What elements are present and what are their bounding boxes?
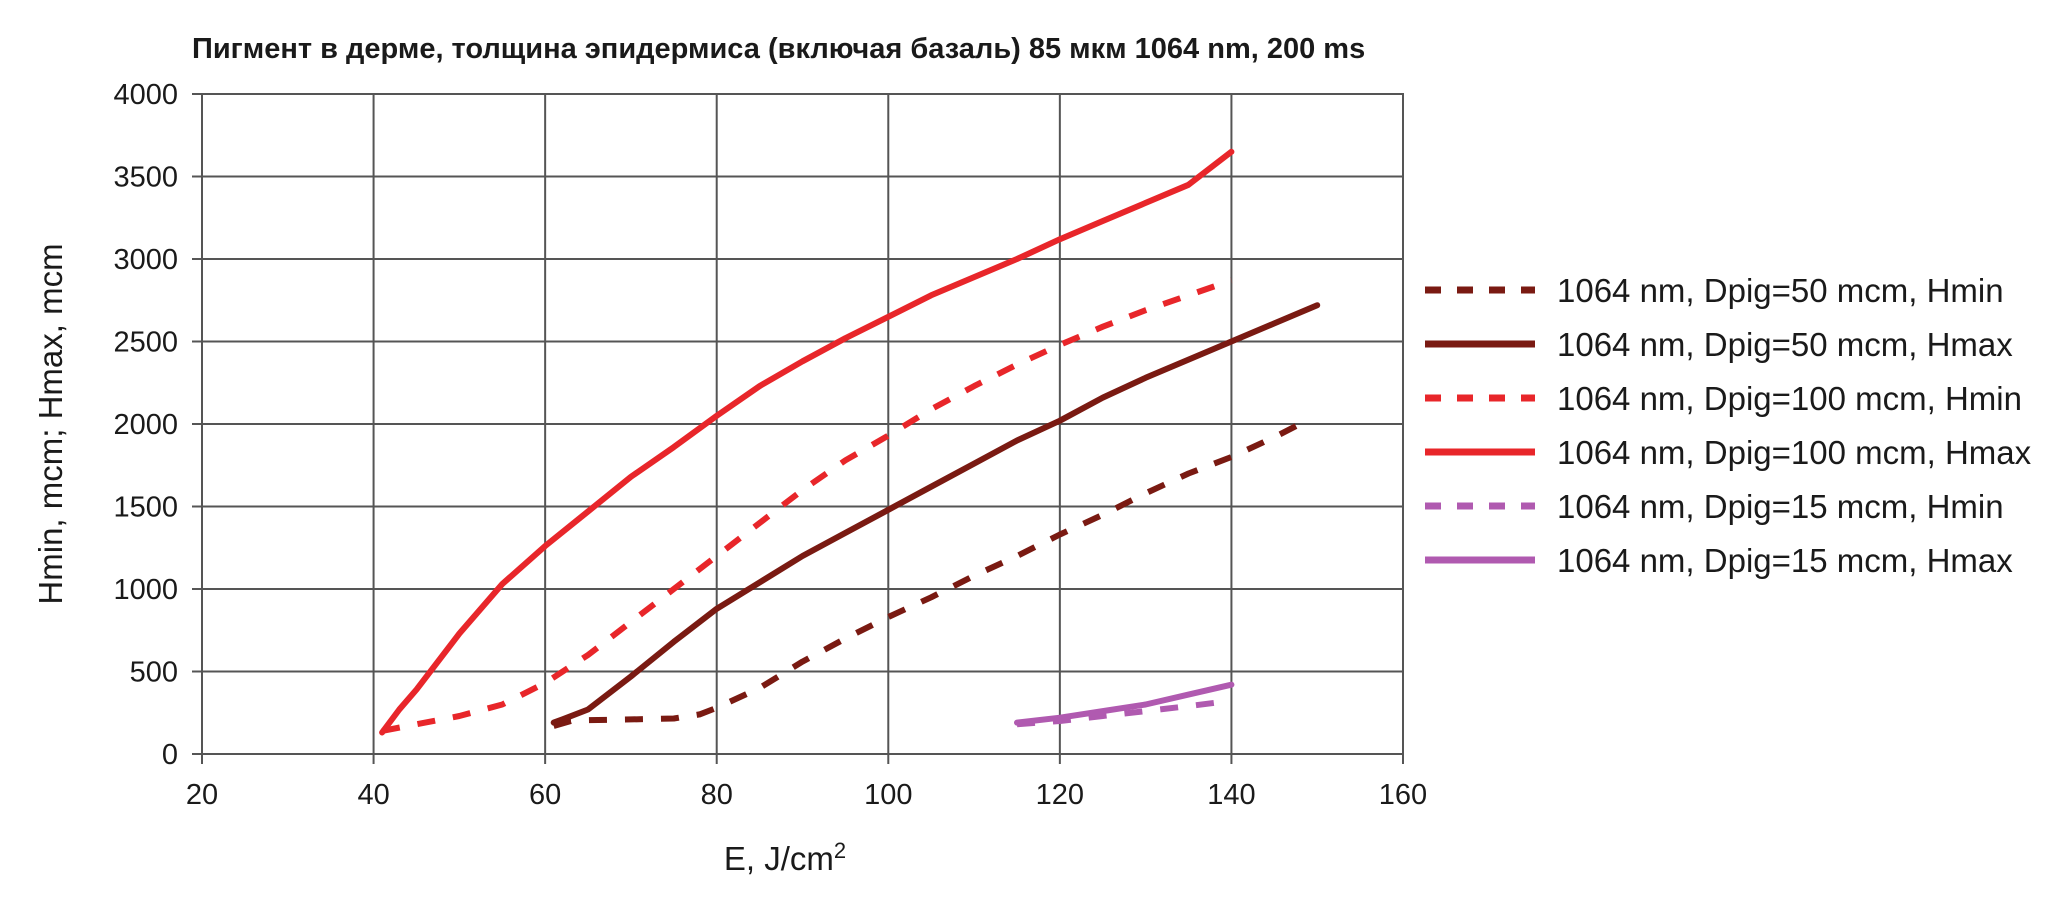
series-line-2 [550,302,1321,726]
legend-label-3: 1064 nm, Dpig=100 mcm, Hmin [1557,380,2022,417]
x-tick-label: 160 [1379,779,1427,811]
x-axis-label: E, J/cm2 [724,838,846,877]
legend-label-4: 1064 nm, Dpig=100 mcm, Hmax [1557,434,2032,471]
legend-label-5: 1064 nm, Dpig=15 mcm, Hmin [1557,488,2004,525]
legend-label-2: 1064 nm, Dpig=50 mcm, Hmax [1557,326,2013,363]
legend-label-6: 1064 nm, Dpig=15 mcm, Hmax [1557,542,2013,579]
y-tick-label: 1500 [113,492,178,524]
y-tick-label: 3500 [113,162,178,194]
x-tick-label: 20 [186,779,218,811]
legend: 1064 nm, Dpig=50 mcm, Hmin 1064 nm, Dpig=… [1425,272,2032,579]
x-tick-label: 140 [1207,779,1255,811]
y-tick-label: 4000 [113,79,178,111]
grid [202,94,1403,754]
series-line-6 [1014,681,1235,726]
x-tick-label: 100 [864,779,912,811]
x-tick-label: 80 [701,779,733,811]
y-tick-label: 0 [162,739,178,771]
chart-title: Пигмент в дерме, толщина эпидермиса (вкл… [192,33,1365,65]
x-tick-label: 120 [1036,779,1084,811]
x-tick-label: 40 [357,779,389,811]
axis-ticks: 20 40 60 80 100 120 140 160 0 500 1000 1500 2000 2500… [113,79,1427,811]
y-tick-label: 2000 [113,409,178,441]
y-tick-label: 3000 [113,244,178,276]
y-axis-label: Hmin, mcm; Hmax, mcm [32,243,69,604]
y-tick-label: 1000 [113,574,178,606]
y-tick-label: 500 [130,657,178,689]
series-line-1 [552,421,1302,729]
legend-label-1: 1064 nm, Dpig=50 mcm, Hmin [1557,272,2004,309]
series-lines [379,148,1321,736]
series-line-4 [379,148,1235,736]
x-tick-label: 60 [529,779,561,811]
y-tick-label: 2500 [113,327,178,359]
